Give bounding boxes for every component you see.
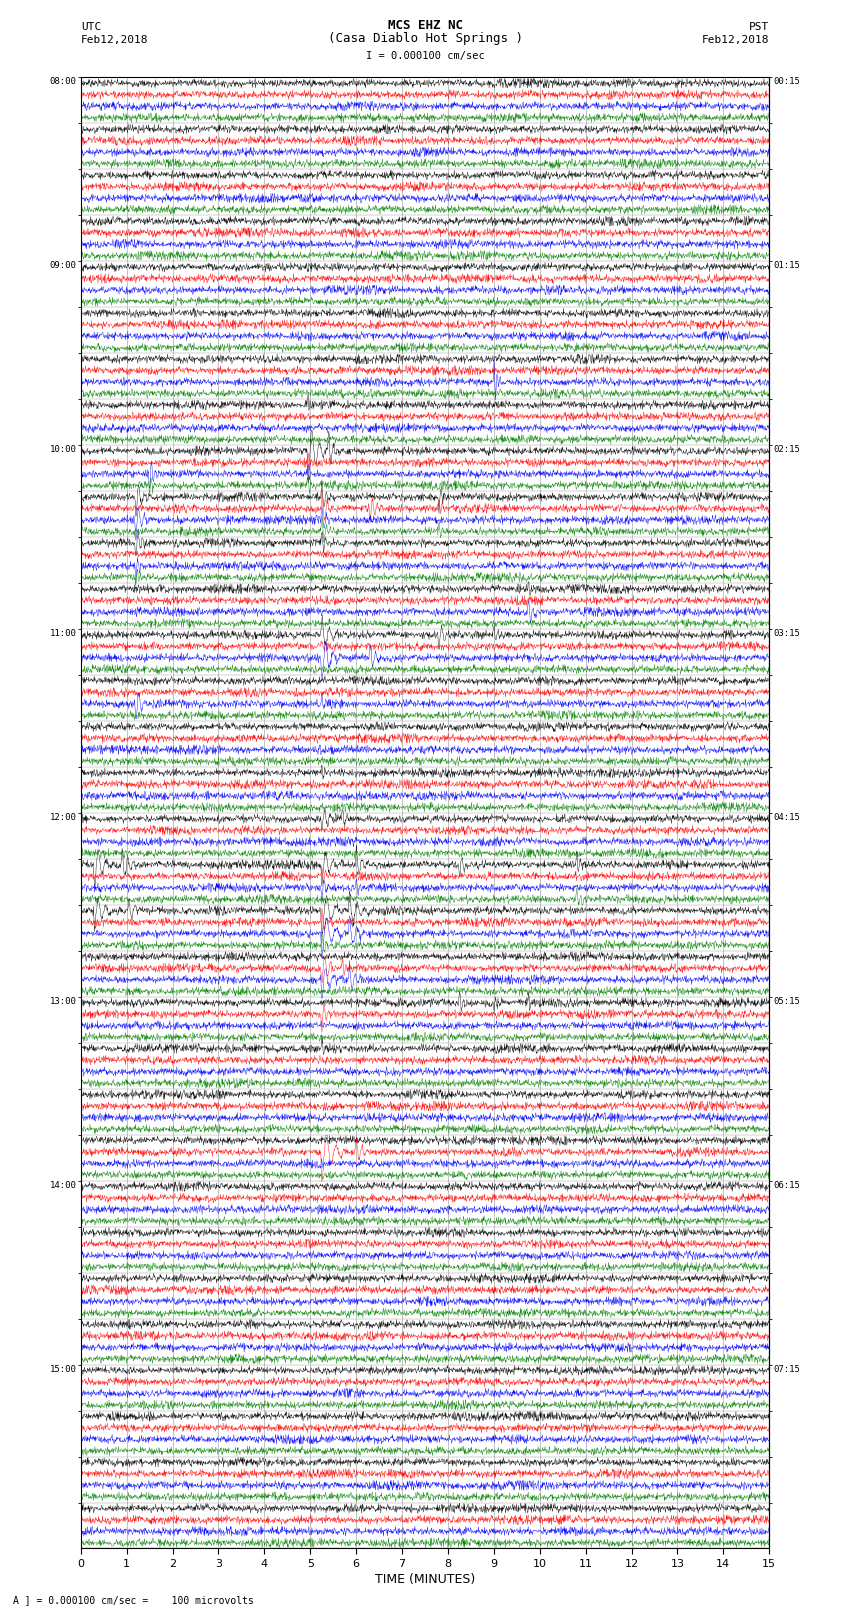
Text: (Casa Diablo Hot Springs ): (Casa Diablo Hot Springs ): [327, 32, 523, 45]
Text: I = 0.000100 cm/sec: I = 0.000100 cm/sec: [366, 52, 484, 61]
Text: A ] = 0.000100 cm/sec =    100 microvolts: A ] = 0.000100 cm/sec = 100 microvolts: [13, 1595, 253, 1605]
Text: PST: PST: [749, 23, 769, 32]
Text: UTC: UTC: [81, 23, 101, 32]
X-axis label: TIME (MINUTES): TIME (MINUTES): [375, 1573, 475, 1586]
Text: Feb12,2018: Feb12,2018: [81, 35, 148, 45]
Text: MCS EHZ NC: MCS EHZ NC: [388, 19, 462, 32]
Text: Feb12,2018: Feb12,2018: [702, 35, 769, 45]
